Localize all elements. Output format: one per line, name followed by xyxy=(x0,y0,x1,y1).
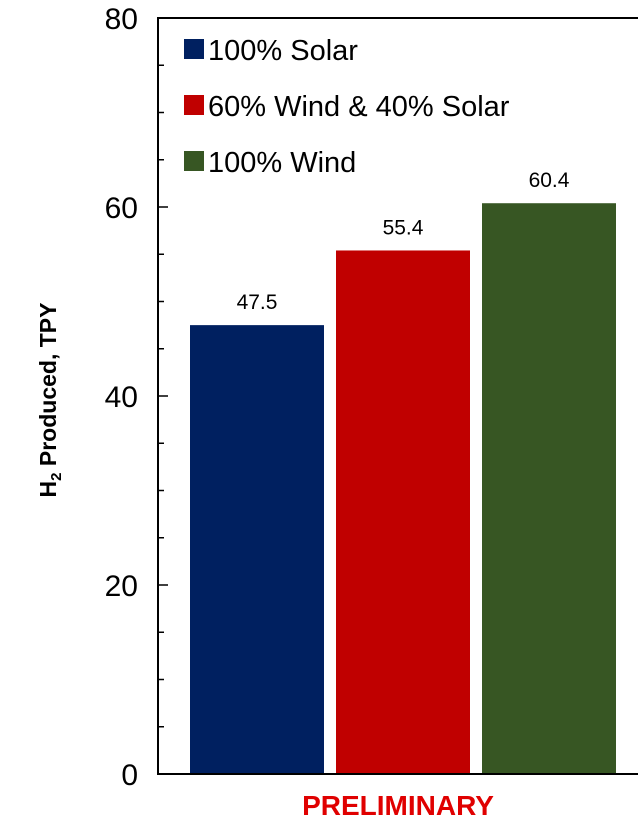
legend-swatch-2 xyxy=(184,95,204,115)
y-tick-label: 40 xyxy=(105,381,138,414)
y-tick-label: 80 xyxy=(105,3,138,36)
legend: 100% Solar 60% Wind & 40% Solar 100% Wind xyxy=(184,35,510,179)
y-axis-title-subscript: 2 xyxy=(48,473,65,481)
legend-label-2: 60% Wind & 40% Solar xyxy=(208,91,510,123)
y-axis-title: H2 Produced, TPY xyxy=(35,303,65,498)
preliminary-label: PRELIMINARY xyxy=(302,790,494,821)
legend-swatch-3 xyxy=(184,151,204,171)
legend-label-1: 100% Solar xyxy=(208,35,358,67)
legend-label-3: 100% Wind xyxy=(208,147,356,179)
y-axis-title-rest: Produced, TPY xyxy=(35,303,61,473)
y-tick-label: 0 xyxy=(121,759,138,792)
y-axis-title-main: H xyxy=(35,481,61,498)
bar-2 xyxy=(336,250,470,775)
y-tick-label: 20 xyxy=(105,570,138,603)
data-label-2: 55.4 xyxy=(383,216,424,239)
y-tick-label: 60 xyxy=(105,192,138,225)
data-label-1: 47.5 xyxy=(237,291,278,314)
bar-3 xyxy=(482,203,616,775)
data-label-3: 60.4 xyxy=(529,169,570,192)
legend-swatch-1 xyxy=(184,39,204,59)
bar-1 xyxy=(190,325,324,774)
